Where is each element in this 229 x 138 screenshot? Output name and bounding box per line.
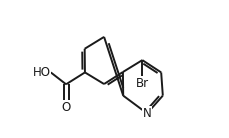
Text: O: O [61,101,70,114]
Text: N: N [142,107,151,120]
Text: HO: HO [33,66,51,79]
Text: Br: Br [135,77,148,90]
